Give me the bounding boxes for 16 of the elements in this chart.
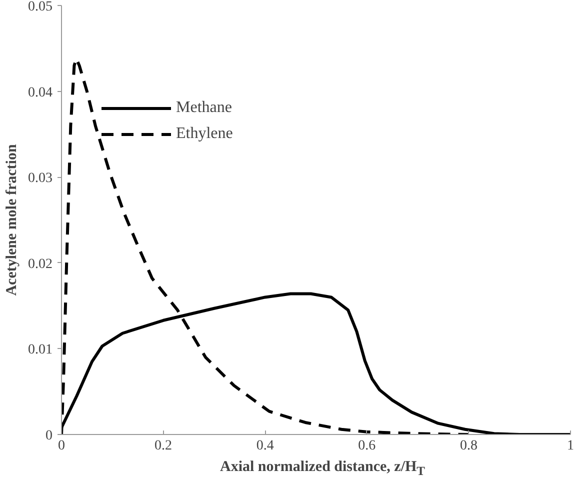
legend-label: Methane bbox=[176, 99, 232, 117]
y-tick-label: 0.05 bbox=[28, 0, 52, 14]
x-tick-label: 0 bbox=[58, 438, 65, 454]
x-tick-label: 0.2 bbox=[154, 438, 172, 454]
x-tick-label: 0.6 bbox=[358, 438, 376, 454]
y-tick-label: 0.02 bbox=[28, 256, 52, 272]
x-tick-label: 0.8 bbox=[460, 438, 478, 454]
y-tick-label: 0.04 bbox=[28, 85, 52, 100]
y-tick-label: 0.03 bbox=[28, 171, 52, 186]
x-tick-label: 0.4 bbox=[256, 438, 274, 454]
x-axis-title: Axial normalized distance, z/H$_{T}$ bbox=[220, 458, 425, 480]
y-tick-label: 0.01 bbox=[28, 342, 52, 358]
y-axis-title: Acetylene mole fraction bbox=[4, 144, 20, 296]
y-tick-label: 0 bbox=[46, 428, 52, 444]
legend-label: Ethylene bbox=[176, 125, 233, 143]
x-tick-label: 1 bbox=[567, 438, 574, 454]
